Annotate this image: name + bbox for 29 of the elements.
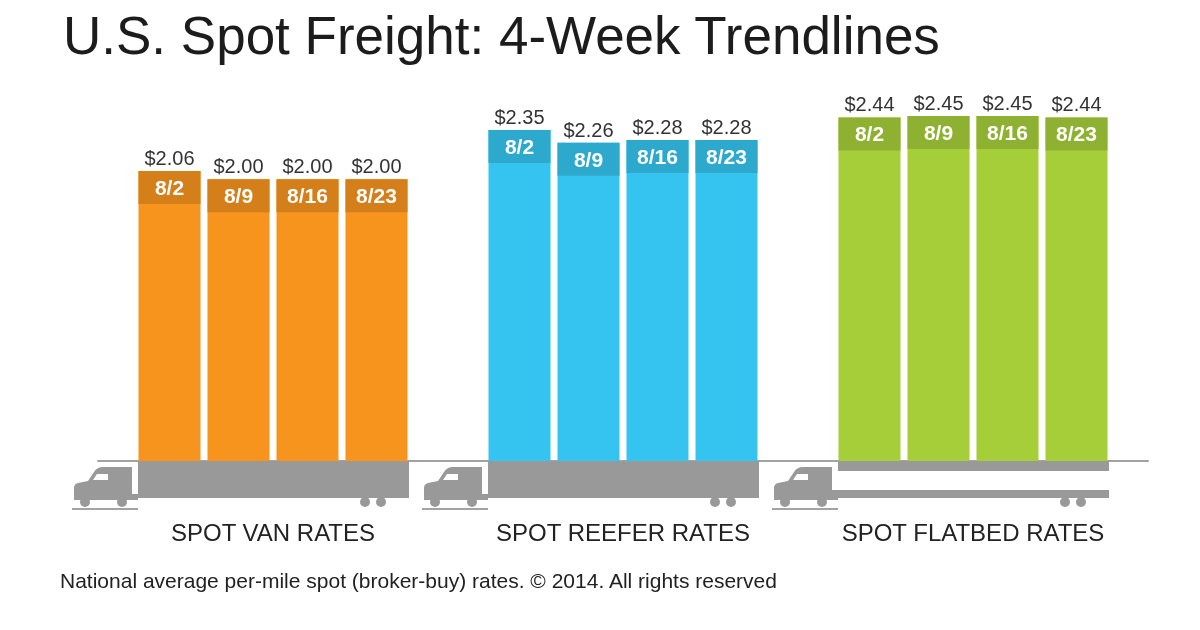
data-label: $2.00	[282, 155, 333, 178]
x-tick-label: SPOT FLATBED RATES	[841, 518, 1105, 546]
series-label: 8/16	[287, 184, 328, 208]
data-label: $2.45	[982, 92, 1033, 114]
chart-title: U.S. Spot Freight: 4-Week Trendlines	[63, 6, 940, 65]
text: 8/16	[637, 144, 678, 168]
text: 8/16	[987, 121, 1028, 144]
data-label: $2.28	[632, 115, 683, 138]
data-label: $2.06	[144, 146, 195, 169]
data-label: $2.28	[701, 115, 752, 138]
text: National average per-mile spot (broker-buy) rates. © 2014. All rights reserved	[60, 569, 777, 592]
data-label: $2.44	[1051, 93, 1102, 116]
text: 8/2	[504, 135, 535, 159]
data-label: $2.00	[351, 155, 402, 178]
series-label: 8/23	[356, 184, 397, 208]
data-label: $2.45	[913, 92, 964, 114]
text: 8/9	[923, 121, 954, 144]
text: 8/2	[854, 122, 885, 146]
data-label: $2.26	[563, 118, 614, 141]
series-label: 8/9	[223, 184, 254, 208]
text: 8/23	[1056, 122, 1097, 146]
series-label: 8/2	[154, 175, 185, 199]
data-label: $2.00	[213, 155, 264, 178]
text: 8/23	[706, 144, 747, 168]
data-label: $2.35	[494, 106, 545, 129]
data-label: $2.44	[844, 93, 895, 116]
x-tick-label: SPOT VAN RATES	[170, 518, 376, 546]
text: 8/9	[573, 147, 604, 171]
x-tick-label: SPOT REEFER RATES	[496, 518, 750, 546]
